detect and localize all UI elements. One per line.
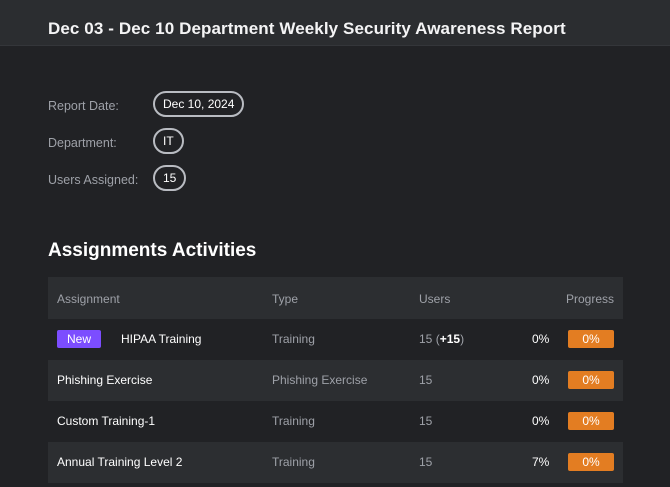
column-assignment: Assignment <box>57 292 120 306</box>
progress-badge: 0% <box>568 412 614 430</box>
assignment-type: Training <box>272 332 315 346</box>
meta-label: Department: <box>48 136 117 150</box>
progress-badge: 0% <box>568 453 614 471</box>
table-row[interactable]: Custom Training-1 Training 15 0% 0% <box>48 401 623 442</box>
completion-percent: 0% <box>532 414 550 428</box>
assignment-type: Phishing Exercise <box>272 373 368 387</box>
assignment-users: 15 (+15) <box>419 332 465 346</box>
assignment-type: Training <box>272 414 315 428</box>
completion-percent: 0% <box>532 373 550 387</box>
assignment-users: 15 <box>419 414 433 428</box>
assignments-table: Assignment Type Users Progress New HIPAA… <box>48 277 623 483</box>
column-progress: Progress <box>566 292 615 306</box>
meta-report-date: Report Date: Dec 10, 2024 <box>48 91 348 125</box>
meta-label: Report Date: <box>48 99 119 113</box>
assignment-name: Annual Training Level 2 <box>57 455 183 469</box>
completion-percent: 7% <box>532 455 550 469</box>
meta-label: Users Assigned: <box>48 173 139 187</box>
table-row[interactable]: New HIPAA Training Training 15 (+15) 0% … <box>48 319 623 360</box>
progress-badge: 0% <box>568 371 614 389</box>
section-title: Assignments Activities <box>48 240 257 261</box>
department-value: IT <box>153 128 184 154</box>
assignment-users: 15 <box>419 455 433 469</box>
meta-department: Department: IT <box>48 128 348 162</box>
completion-percent: 0% <box>532 332 550 346</box>
assignment-name: HIPAA Training <box>121 332 202 346</box>
report-title: Dec 03 - Dec 10 Department Weekly Securi… <box>48 19 566 38</box>
users-delta: +15 <box>439 332 461 346</box>
report-date-value: Dec 10, 2024 <box>153 91 245 117</box>
column-type: Type <box>272 292 299 306</box>
new-badge: New <box>57 330 102 348</box>
column-users: Users <box>419 292 451 306</box>
table-row[interactable]: Phishing Exercise Phishing Exercise 15 0… <box>48 360 623 401</box>
assignment-name: Phishing Exercise <box>57 373 153 387</box>
report-header: Dec 03 - Dec 10 Department Weekly Securi… <box>0 0 670 46</box>
users-assigned-value: 15 <box>153 165 187 191</box>
progress-badge: 0% <box>568 330 614 348</box>
assignment-users: 15 <box>419 373 433 387</box>
meta-users-assigned: Users Assigned: 15 <box>48 165 348 199</box>
assignment-type: Training <box>272 455 315 469</box>
assignment-name: Custom Training-1 <box>57 414 156 428</box>
users-count: 15 <box>419 332 433 346</box>
table-header: Assignment Type Users Progress <box>48 277 623 319</box>
table-row[interactable]: Annual Training Level 2 Training 15 7% 0… <box>48 442 623 483</box>
